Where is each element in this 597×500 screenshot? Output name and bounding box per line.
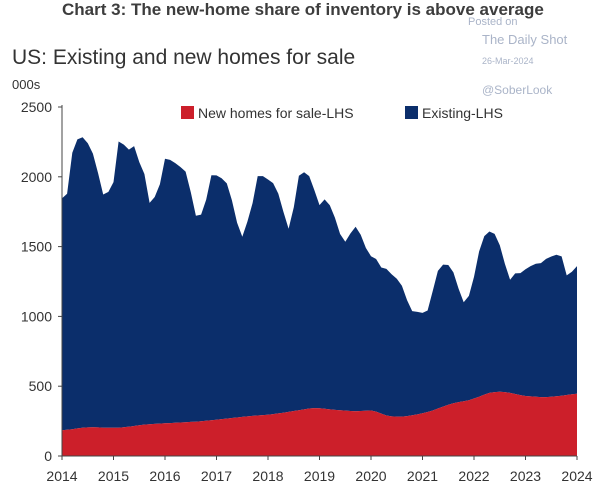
- y-axis-unit-label: 000s: [12, 77, 41, 92]
- x-tick-label: 2022: [458, 468, 489, 484]
- watermark-source: The Daily Shot: [482, 32, 568, 47]
- x-tick-label: 2016: [149, 468, 180, 484]
- x-tick-label: 2023: [510, 468, 541, 484]
- y-tick-label: 2500: [21, 99, 52, 115]
- legend-label-existing: Existing-LHS: [422, 105, 503, 121]
- y-tick-label: 1500: [21, 239, 52, 255]
- legend-label-new-homes: New homes for sale-LHS: [198, 105, 354, 121]
- x-tick-label: 2018: [252, 468, 283, 484]
- x-tick-label: 2014: [46, 468, 77, 484]
- y-tick-label: 500: [29, 378, 53, 394]
- y-tick-label: 0: [44, 448, 52, 464]
- page-title: Chart 3: The new-home share of inventory…: [62, 0, 544, 19]
- x-tick-label: 2021: [407, 468, 438, 484]
- watermark-date: 26-Mar-2024: [482, 56, 534, 66]
- x-tick-label: 2015: [98, 468, 129, 484]
- series-area-existing: [62, 137, 577, 431]
- watermark-posted: Posted on: [468, 16, 518, 28]
- legend-swatch-new-homes: [181, 106, 194, 119]
- series-area-new-homes: [62, 391, 577, 456]
- y-tick-label: 1000: [21, 308, 52, 324]
- legend-swatch-existing: [405, 106, 418, 119]
- x-tick-label: 2020: [355, 468, 386, 484]
- x-tick-label: 2019: [304, 468, 335, 484]
- x-tick-label: 2024: [561, 468, 592, 484]
- y-tick-label: 2000: [21, 169, 52, 185]
- x-tick-label: 2017: [201, 468, 232, 484]
- watermark-handle: @SoberLook: [482, 83, 553, 97]
- chart-title: US: Existing and new homes for sale: [12, 46, 356, 69]
